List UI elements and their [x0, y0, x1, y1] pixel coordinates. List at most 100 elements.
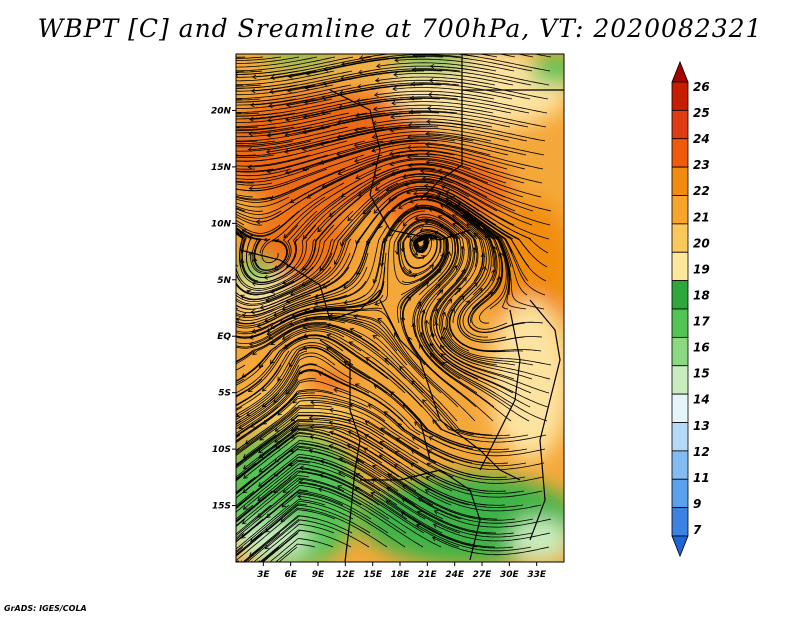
streamline-arrow [379, 441, 385, 446]
streamline-arrow [337, 170, 343, 176]
streamline-arrow [357, 69, 363, 75]
streamline [236, 168, 256, 170]
streamline [285, 140, 402, 174]
streamline-arrow [445, 197, 451, 203]
streamline [243, 435, 348, 479]
streamline [270, 324, 380, 352]
streamline-arrow [231, 86, 234, 90]
streamline [420, 170, 534, 212]
streamline [467, 276, 526, 334]
streamline [322, 83, 442, 99]
streamline-arrow [426, 119, 431, 125]
streamline [498, 54, 516, 58]
streamline-arrow [232, 334, 236, 338]
streamline-arrow [440, 353, 446, 358]
streamline-arrow [232, 93, 236, 97]
streamline-arrow [231, 217, 235, 221]
longitude-axis: 3E 6E 9E 12E 15E 18E 21E 24E 27E 30E 33E [257, 562, 547, 580]
streamline [374, 90, 495, 100]
streamline [392, 87, 513, 100]
lat-label: 15S [212, 502, 231, 512]
streamline-arrow [383, 238, 388, 243]
streamline-arrow [232, 320, 236, 324]
streamline [236, 432, 313, 482]
streamline [349, 341, 440, 422]
colorbar-label: 18 [693, 288, 710, 302]
streamline-arrow [367, 404, 373, 409]
streamline-arrow [231, 481, 235, 485]
streamline-arrow [432, 419, 437, 424]
streamline [401, 498, 515, 535]
colorbar-segment [671, 223, 689, 253]
streamline [236, 420, 242, 425]
streamline-arrow [277, 411, 282, 416]
colorbar-label: 16 [693, 341, 710, 355]
streamline-arrow [389, 391, 395, 396]
streamline-arrow [231, 427, 235, 431]
streamline-arrow [290, 417, 296, 422]
streamline [426, 133, 545, 156]
streamline-arrow [302, 234, 308, 240]
streamline [407, 146, 526, 170]
streamline-arrow [297, 369, 303, 375]
streamline-arrow [391, 100, 396, 106]
streamline-arrow [337, 119, 342, 124]
streamline-arrow [231, 465, 235, 469]
colorbar-label: 19 [693, 262, 710, 276]
streamline [248, 337, 344, 392]
streamline [414, 235, 438, 268]
streamline [236, 196, 290, 208]
streamline-arrow [231, 383, 235, 387]
streamline [277, 344, 371, 381]
streamline-arrow [309, 434, 314, 440]
streamline-arrow [371, 134, 377, 140]
streamline-arrow [442, 361, 447, 366]
streamline [236, 448, 276, 480]
streamline-arrow [441, 311, 446, 317]
streamline [431, 332, 532, 394]
streamline [400, 230, 448, 296]
streamline-arrow [231, 128, 235, 132]
streamline [236, 112, 332, 127]
streamline [411, 83, 531, 100]
streamline [339, 457, 444, 520]
streamline-arrow [380, 427, 386, 432]
lat-label: 10S [212, 445, 231, 455]
streamline [449, 308, 542, 352]
streamline [478, 54, 498, 58]
streamline [418, 497, 534, 524]
streamline [289, 459, 398, 506]
streamline [434, 510, 552, 528]
streamline-arrow [242, 505, 248, 510]
streamline-arrow [257, 496, 262, 502]
streamline [249, 515, 353, 557]
streamline-arrow [416, 301, 422, 307]
streamline-arrow [389, 232, 394, 237]
streamline [478, 228, 507, 324]
streamline-arrow [231, 508, 235, 512]
lat-label: 15N [211, 163, 232, 173]
streamline-arrow [318, 473, 324, 478]
streamline-arrow [408, 109, 413, 115]
streamline-arrow [429, 236, 435, 242]
streamline-arrow [395, 437, 401, 442]
streamline-arrow [326, 347, 331, 352]
streamline-arrow [277, 376, 282, 382]
streamline-arrow [402, 173, 407, 179]
streamline [439, 177, 551, 226]
streamline [457, 300, 543, 343]
streamline [411, 449, 526, 481]
streamline [462, 214, 501, 310]
streamline-arrow [425, 142, 430, 147]
streamline-arrow [397, 422, 403, 428]
streamline-arrow [230, 180, 234, 184]
streamline-arrow [257, 513, 262, 518]
lon-label: 12E [336, 570, 356, 580]
streamline-arrow [389, 139, 394, 145]
streamline [408, 124, 528, 142]
streamline [236, 350, 290, 406]
streamline-arrow [247, 164, 252, 170]
streamline-arrow [282, 335, 287, 340]
streamline-arrow [416, 524, 421, 529]
streamline-arrow [236, 75, 237, 80]
